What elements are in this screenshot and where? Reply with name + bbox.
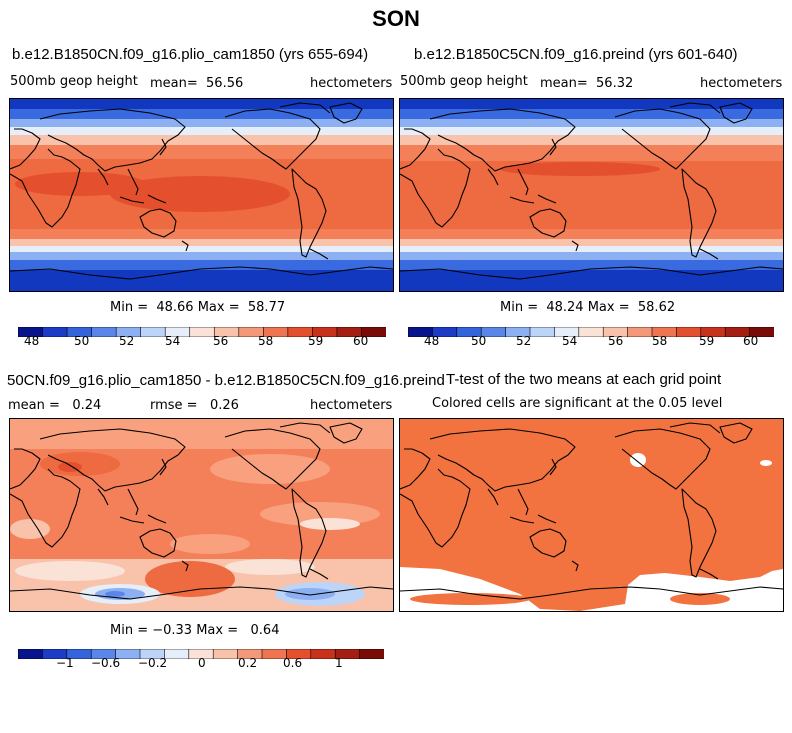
colorbar-bottom-left bbox=[17, 646, 385, 664]
mean-value-bottom-left: 0.24 bbox=[72, 398, 102, 413]
mean-value-top-left: 56.56 bbox=[206, 76, 244, 91]
max-value-bottom-left: 0.64 bbox=[250, 623, 280, 638]
min-value-top-left: 48.66 bbox=[156, 300, 194, 315]
mean-label-bottom-left: mean = 0.24 bbox=[8, 398, 102, 413]
mean-label-top-left: mean= 56.56 bbox=[150, 76, 244, 91]
mean-value-top-right: 56.32 bbox=[596, 76, 634, 91]
panel-subtitle-bottom-right: Colored cells are significant at the 0.0… bbox=[432, 396, 723, 411]
cbar-tick: 56 bbox=[608, 334, 624, 348]
variable-label-top-left: 500mb geop height bbox=[10, 74, 138, 89]
minmax-top-right: Min = 48.24 Max = 58.62 bbox=[500, 300, 676, 315]
cbar-tick: 54 bbox=[562, 334, 578, 348]
rmse-value-bottom-left: 0.26 bbox=[209, 398, 239, 413]
rmse-label-bottom-left: rmse = 0.26 bbox=[150, 398, 239, 413]
cbar-tick: 1 bbox=[335, 656, 343, 670]
minmax-top-left: Min = 48.66 Max = 58.77 bbox=[110, 300, 286, 315]
units-label-top-right: hectometers bbox=[700, 76, 783, 91]
cbar-tick: 0.2 bbox=[238, 656, 258, 670]
mean-label-top-right: mean= 56.32 bbox=[540, 76, 634, 91]
min-value-bottom-left: −0.33 bbox=[152, 623, 193, 638]
variable-label-top-right: 500mb geop height bbox=[400, 74, 528, 89]
colorbar-ticks-top-right: 48 50 52 54 56 58 59 60 bbox=[408, 334, 774, 350]
min-value-top-right: 48.24 bbox=[546, 300, 584, 315]
cbar-tick: 52 bbox=[516, 334, 532, 348]
cbar-tick: 58 bbox=[652, 334, 668, 348]
units-label-top-left: hectometers bbox=[310, 76, 393, 91]
cbar-tick: 52 bbox=[119, 334, 135, 348]
cbar-tick: 48 bbox=[24, 334, 40, 348]
cbar-tick: 0 bbox=[198, 656, 206, 670]
cbar-tick: 60 bbox=[353, 334, 369, 348]
cbar-tick: 56 bbox=[213, 334, 229, 348]
panel-title-bottom-right: T-test of the two means at each grid poi… bbox=[446, 371, 722, 388]
map-difference bbox=[9, 418, 394, 612]
cbar-tick: 50 bbox=[74, 334, 90, 348]
panel-title-top-right: b.e12.B1850C5CN.f09_g16.preind (yrs 601-… bbox=[414, 46, 738, 63]
cbar-tick: 59 bbox=[308, 334, 324, 348]
map-plio bbox=[9, 98, 394, 292]
cbar-tick: 60 bbox=[743, 334, 759, 348]
cbar-tick: 48 bbox=[424, 334, 440, 348]
figure-title: SON bbox=[372, 6, 420, 31]
max-value-top-right: 58.62 bbox=[637, 300, 676, 315]
colorbar-top-right bbox=[407, 324, 775, 342]
cbar-tick: 54 bbox=[165, 334, 181, 348]
colorbar-top-left bbox=[17, 324, 387, 342]
colorbar-ticks-top-left: 48 50 52 54 56 58 59 60 bbox=[18, 334, 386, 350]
minmax-bottom-left: Min = −0.33 Max = 0.64 bbox=[110, 623, 280, 638]
max-value-top-left: 58.77 bbox=[247, 300, 286, 315]
map-ttest bbox=[399, 418, 784, 612]
cbar-tick: 59 bbox=[699, 334, 715, 348]
panel-title-top-left: b.e12.B1850CN.f09_g16.plio_cam1850 (yrs … bbox=[12, 46, 369, 63]
cbar-tick: −0.2 bbox=[138, 656, 168, 670]
units-label-bottom-left: hectometers bbox=[310, 398, 393, 413]
cbar-tick: −1 bbox=[56, 656, 74, 670]
panel-title-bottom-left: 50CN.f09_g16.plio_cam1850 - b.e12.B1850C… bbox=[7, 372, 445, 389]
colorbar-ticks-bottom-left: −1 −0.6 −0.2 0 0.2 0.6 1 bbox=[18, 656, 384, 672]
cbar-tick: 0.6 bbox=[283, 656, 303, 670]
map-preind bbox=[399, 98, 784, 292]
cbar-tick: 50 bbox=[471, 334, 487, 348]
cbar-tick: 58 bbox=[258, 334, 274, 348]
cbar-tick: −0.6 bbox=[91, 656, 121, 670]
